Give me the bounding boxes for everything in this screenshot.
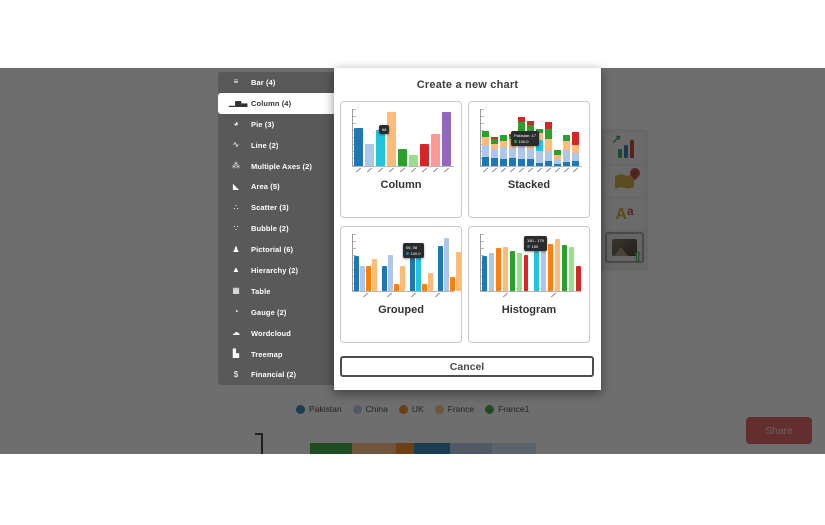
menu-item-label: Table	[251, 286, 271, 296]
preview-card-histogram[interactable]: Histogram 150 - 179 150	[468, 226, 590, 343]
menu-item-label: Line (2)	[251, 140, 279, 150]
menu-item-multiple-axes[interactable]: ⁂ Multiple Axes (2)	[218, 156, 334, 177]
menu-item-area[interactable]: ◣ Area (5)	[218, 176, 334, 197]
menu-item-pie[interactable]: ◕ Pie (3)	[218, 114, 334, 135]
x-axis-labels	[480, 292, 582, 301]
column-preview-chart	[352, 109, 454, 167]
menu-item-financial[interactable]: $ Financial (2)	[218, 364, 334, 385]
financial-icon: $	[233, 369, 239, 379]
preview-caption: Grouped	[378, 304, 424, 316]
wordcloud-icon: ☁	[232, 328, 240, 338]
dialog-title: Create a new chart	[416, 79, 519, 91]
cancel-button[interactable]: Cancel	[340, 356, 594, 377]
preview-caption: Histogram	[501, 304, 557, 316]
x-axis-labels	[352, 292, 454, 301]
chart-tooltip: 150 - 179 150	[524, 236, 547, 251]
menu-item-bubble[interactable]: ∵ Bubble (2)	[218, 218, 334, 239]
line-icon: ∿	[232, 140, 240, 150]
menu-item-label: Area (5)	[251, 182, 280, 192]
menu-item-bar[interactable]: ≡ Bar (4)	[218, 72, 334, 93]
create-chart-dialog: Create a new chart Column 68 Stacked Pak…	[334, 68, 601, 390]
treemap-icon: ▙	[232, 349, 240, 359]
menu-item-label: Gauge (2)	[251, 307, 287, 317]
chart-tooltip: 68	[379, 125, 390, 134]
menu-item-label: Multiple Axes (2)	[251, 161, 313, 171]
menu-item-line[interactable]: ∿ Line (2)	[218, 135, 334, 156]
table-icon: ▦	[232, 286, 240, 296]
preview-card-column[interactable]: Column 68	[340, 101, 462, 218]
menu-item-hierarchy[interactable]: ▲ Hierarchy (2)	[218, 260, 334, 281]
menu-item-table[interactable]: ▦ Table	[218, 281, 334, 302]
multiple-axes-icon: ⁂	[232, 161, 240, 170]
preview-caption: Stacked	[507, 179, 551, 191]
bar-icon: ≡	[233, 77, 239, 87]
menu-item-scatter[interactable]: ∴ Scatter (3)	[218, 197, 334, 218]
chart-type-menu: ≡ Bar (4) ▁▅▃ Column (4) ◕ Pie (3) ∿ Line (2) ⁂ M…	[218, 72, 334, 386]
menu-item-pictorial[interactable]: ♟ Pictorial (6)	[218, 239, 334, 260]
menu-item-label: Bar (4)	[251, 77, 276, 87]
x-axis-labels	[480, 167, 582, 176]
menu-item-label: Scatter (3)	[251, 203, 289, 213]
menu-item-label: Financial (2)	[251, 370, 297, 380]
menu-item-label: Pictorial (6)	[251, 245, 294, 255]
menu-item-label: Column (4)	[251, 98, 292, 108]
chart-tooltip: 06, 08 100.0	[403, 243, 424, 258]
gauge-icon: ◔	[233, 307, 239, 317]
area-icon: ◣	[232, 181, 240, 191]
preview-card-stacked[interactable]: Stacked Pakistan: 17 100.0	[468, 101, 590, 218]
hierarchy-icon: ▲	[232, 265, 240, 275]
menu-item-label: Wordcloud	[251, 328, 291, 338]
chart-tooltip: Pakistan: 17 100.0	[511, 131, 540, 146]
menu-item-column[interactable]: ▁▅▃ Column (4)	[218, 92, 334, 114]
column-icon: ▁▅▃	[229, 98, 248, 108]
menu-item-label: Treemap	[251, 349, 283, 359]
menu-item-wordcloud[interactable]: ☁ Wordcloud	[218, 323, 334, 344]
menu-item-treemap[interactable]: ▙ Treemap	[218, 344, 334, 365]
preview-caption: Column	[380, 179, 422, 191]
bubble-icon: ∵	[233, 223, 239, 233]
menu-item-label: Hierarchy (2)	[251, 265, 299, 275]
menu-item-label: Bubble (2)	[251, 224, 289, 234]
menu-item-gauge[interactable]: ◔ Gauge (2)	[218, 302, 334, 323]
scatter-icon: ∴	[233, 202, 239, 212]
pie-icon: ◕	[233, 119, 239, 129]
x-axis-labels	[352, 167, 454, 176]
pictorial-icon: ♟	[232, 244, 240, 254]
preview-card-grouped[interactable]: Grouped 06, 08 100.0	[340, 226, 462, 343]
menu-item-label: Pie (3)	[251, 119, 275, 129]
